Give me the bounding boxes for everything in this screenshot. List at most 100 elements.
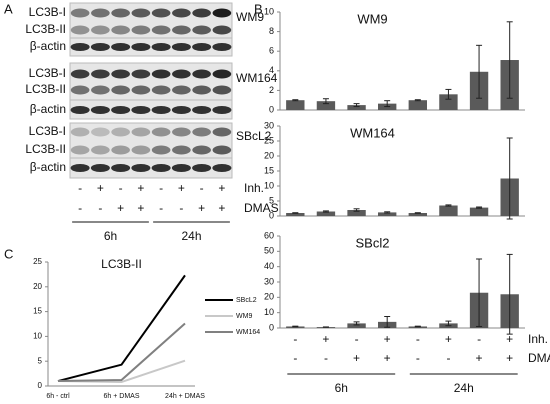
band-label: LC3B-II bbox=[25, 82, 66, 96]
legend-label: WM9 bbox=[236, 313, 252, 320]
band bbox=[111, 164, 131, 172]
x-tick-label: 6h - ctrl bbox=[46, 393, 70, 400]
sign: - bbox=[324, 351, 328, 365]
band bbox=[70, 145, 90, 155]
y-tick-label: 2 bbox=[269, 85, 274, 95]
band bbox=[172, 145, 191, 155]
time-label: 6h bbox=[104, 229, 117, 243]
x-tick-label: 6h + DMAS bbox=[104, 393, 140, 400]
band bbox=[212, 145, 232, 155]
band bbox=[192, 127, 211, 137]
y-tick-label: 30 bbox=[264, 120, 274, 130]
band bbox=[212, 85, 232, 95]
sign: - bbox=[179, 201, 183, 215]
y-tick-label: 5 bbox=[38, 356, 43, 365]
y-tick-label: 40 bbox=[264, 261, 274, 271]
band bbox=[131, 69, 151, 79]
sign: - bbox=[477, 332, 481, 346]
band-label: LC3B-II bbox=[25, 142, 66, 156]
y-tick-label: 10 bbox=[264, 6, 274, 16]
band bbox=[192, 85, 211, 95]
band bbox=[171, 164, 191, 172]
sign: + bbox=[198, 201, 205, 215]
line bbox=[57, 274, 186, 383]
y-tick-label: 4 bbox=[269, 65, 274, 75]
bar bbox=[316, 211, 336, 216]
time-label: 24h bbox=[181, 229, 201, 243]
y-tick-label: 8 bbox=[269, 26, 274, 36]
panel-letter: C bbox=[4, 246, 13, 261]
legend-label: SBcL2 bbox=[236, 297, 257, 304]
band bbox=[91, 25, 110, 35]
sign: - bbox=[159, 201, 163, 215]
band bbox=[131, 25, 151, 35]
row-label: Inh. bbox=[528, 332, 548, 346]
band bbox=[70, 127, 90, 137]
sign: + bbox=[218, 201, 225, 215]
band bbox=[131, 85, 151, 95]
band bbox=[111, 25, 130, 35]
y-tick-label: 15 bbox=[33, 307, 42, 316]
band bbox=[151, 145, 171, 155]
sign: + bbox=[506, 332, 513, 346]
band bbox=[192, 164, 212, 172]
time-label: 6h bbox=[335, 381, 348, 395]
band-label: LC3B-I bbox=[29, 124, 66, 138]
band bbox=[91, 85, 110, 95]
band bbox=[192, 8, 211, 18]
y-tick-label: 10 bbox=[33, 332, 42, 341]
band-label: LC3B-II bbox=[25, 22, 66, 36]
cell-line-label: WM164 bbox=[236, 71, 278, 85]
sign: - bbox=[119, 181, 123, 195]
y-tick-label: 6 bbox=[269, 46, 274, 56]
sign: + bbox=[178, 181, 185, 195]
sign: - bbox=[416, 351, 420, 365]
band bbox=[70, 106, 90, 114]
bar bbox=[378, 212, 397, 216]
band bbox=[151, 43, 171, 51]
y-tick-label: 10 bbox=[264, 180, 274, 190]
panel-letter: B bbox=[254, 1, 263, 16]
band bbox=[111, 127, 130, 137]
band bbox=[111, 8, 130, 18]
cell-line-label: WM9 bbox=[236, 10, 264, 24]
band bbox=[91, 145, 110, 155]
sign: + bbox=[97, 181, 104, 195]
band bbox=[192, 69, 211, 79]
sign: + bbox=[322, 332, 329, 346]
band bbox=[70, 25, 90, 35]
bar bbox=[347, 210, 366, 216]
control-label: β-actin bbox=[30, 160, 66, 174]
cell-line-label: SBcL2 bbox=[236, 129, 272, 143]
band bbox=[111, 43, 131, 51]
sign: - bbox=[293, 351, 297, 365]
chart-title: LC3B-II bbox=[101, 257, 142, 271]
band bbox=[171, 43, 191, 51]
band bbox=[172, 25, 191, 35]
band bbox=[151, 85, 171, 95]
blot-box bbox=[69, 37, 233, 57]
bar bbox=[439, 94, 458, 110]
bar bbox=[316, 101, 336, 110]
sign: - bbox=[355, 332, 359, 346]
band bbox=[131, 8, 151, 18]
band bbox=[172, 8, 191, 18]
bar bbox=[469, 207, 489, 216]
sign: + bbox=[506, 351, 513, 365]
sign: + bbox=[384, 332, 391, 346]
band-label: LC3B-I bbox=[29, 66, 66, 80]
blot-box bbox=[69, 62, 233, 101]
band bbox=[70, 43, 90, 51]
band bbox=[91, 127, 110, 137]
y-tick-label: 20 bbox=[33, 282, 42, 291]
time-label: 24h bbox=[454, 381, 474, 395]
y-tick-label: 15 bbox=[264, 165, 274, 175]
band bbox=[151, 127, 171, 137]
band bbox=[111, 145, 130, 155]
band bbox=[172, 127, 191, 137]
band bbox=[90, 106, 110, 114]
band-label: LC3B-I bbox=[29, 5, 66, 19]
band bbox=[212, 164, 232, 172]
chart-title: WM164 bbox=[350, 125, 395, 140]
